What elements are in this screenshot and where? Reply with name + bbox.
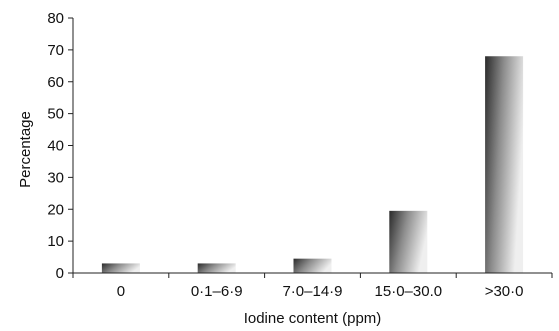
- bar: [389, 210, 428, 273]
- bar: [197, 263, 236, 273]
- y-tick-label: 40: [47, 138, 64, 155]
- y-tick-label: 20: [47, 201, 64, 218]
- x-tick-label: >30·0: [485, 283, 524, 300]
- x-axis-label: Iodine content (ppm): [244, 310, 382, 327]
- bars: [101, 56, 524, 273]
- x-axis-ticks: 0 0·1–6·9 7·0–14·9 15·0–30.0 >30·0: [72, 273, 553, 300]
- y-tick-label: 60: [47, 74, 64, 91]
- y-tick-label: 30: [47, 169, 64, 186]
- bar: [101, 263, 140, 273]
- axes-frame: [72, 18, 552, 274]
- x-tick-label: 15·0–30.0: [375, 283, 443, 300]
- x-tick-label: 7·0–14·9: [282, 283, 342, 300]
- y-tick-label: 80: [47, 10, 64, 27]
- bar: [293, 258, 332, 273]
- bar: [485, 56, 524, 273]
- y-axis-ticks: 0 10 20 30 40 50 60 70 80: [47, 10, 73, 282]
- y-tick-label: 0: [56, 265, 64, 282]
- x-tick-label: 0: [117, 283, 125, 300]
- y-tick-label: 50: [47, 106, 64, 123]
- y-axis-label: Percentage: [17, 111, 34, 188]
- x-tick-label: 0·1–6·9: [191, 283, 243, 300]
- y-tick-label: 70: [47, 42, 64, 59]
- y-tick-label: 10: [47, 233, 64, 250]
